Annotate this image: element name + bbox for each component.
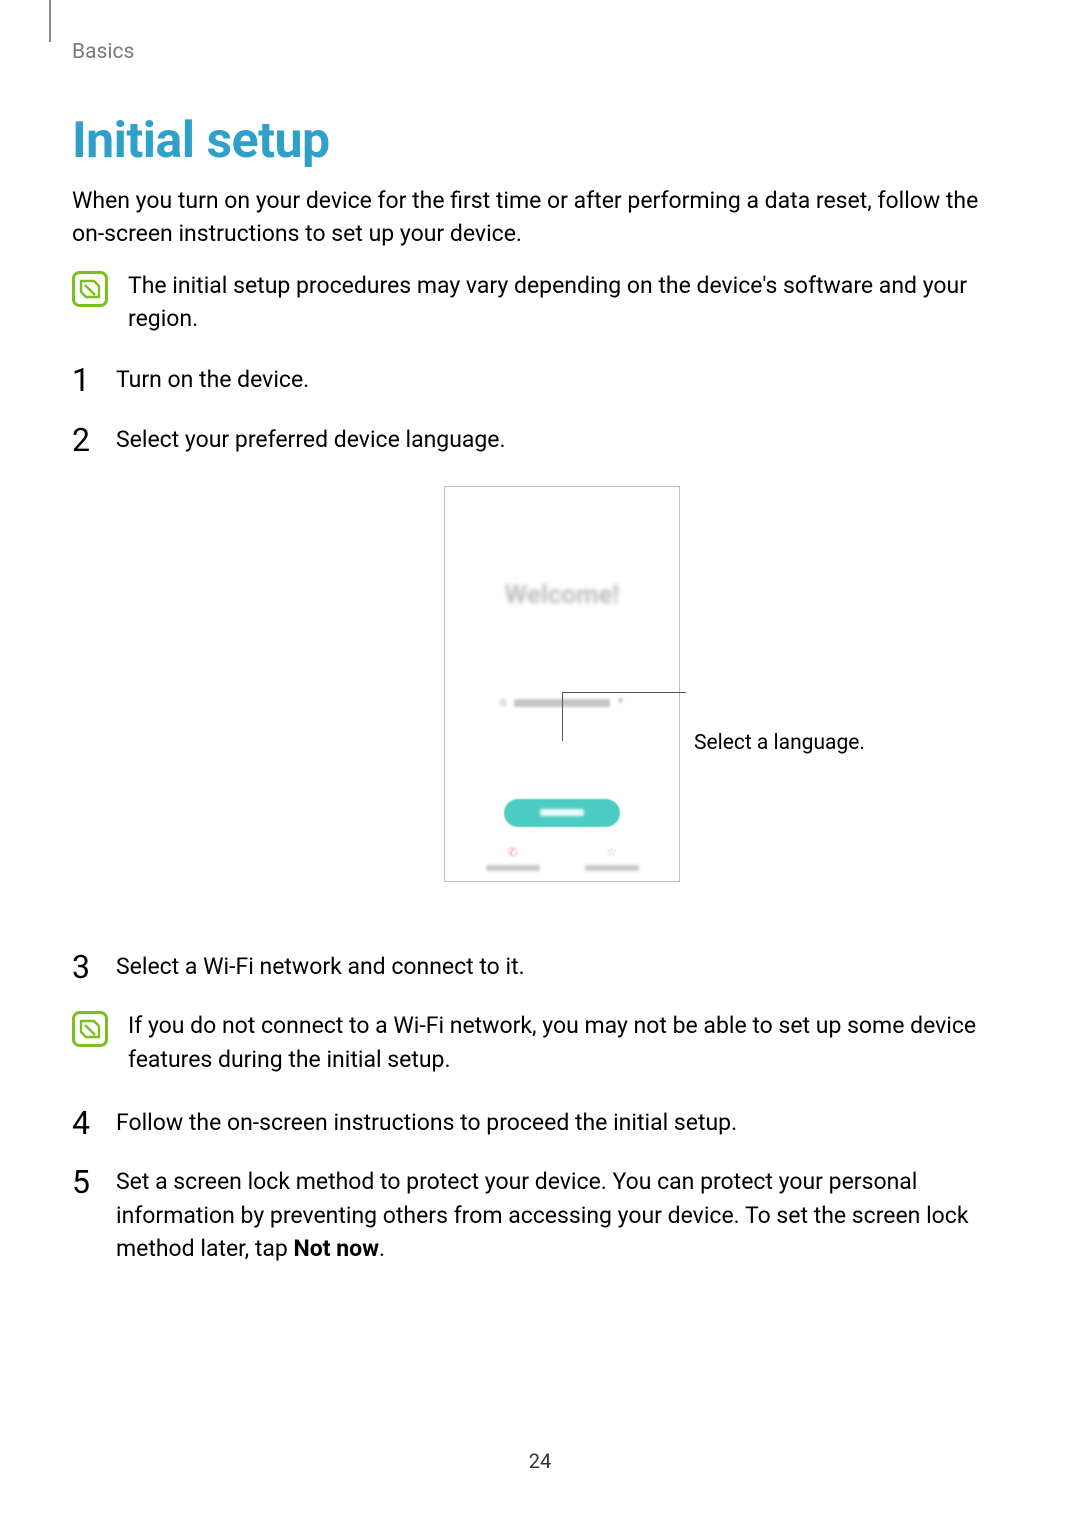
step-5-text-b: . [379, 1235, 385, 1262]
phone-start-label-blur [540, 809, 584, 816]
note-icon [72, 1011, 108, 1047]
step-5-text-a: Set a screen lock method to protect your… [116, 1168, 969, 1262]
step-5-bold: Not now [293, 1235, 378, 1262]
step-3: Select a Wi-Fi network and connect to it… [72, 950, 1008, 983]
page-title: Initial setup [72, 112, 1008, 170]
phone-icon: ✆ [507, 844, 517, 861]
phone-welcome-text: Welcome! [504, 577, 619, 615]
phone-footer: ✆ ☆ [445, 844, 679, 871]
step-1-text: Turn on the device. [116, 366, 309, 393]
globe-icon: ⊕ [498, 695, 507, 711]
step-1: Turn on the device. [72, 363, 1008, 396]
phone-accessibility: ☆ [585, 844, 639, 871]
callout-connector-h [562, 692, 686, 693]
step-4-text: Follow the on-screen instructions to pro… [116, 1109, 737, 1136]
phone-accessibility-label-blur [585, 865, 639, 871]
callout-connector-v [562, 693, 563, 741]
figure-callout: Select a language. [694, 728, 865, 758]
phone-start-button [504, 799, 620, 827]
figure: Welcome! ⊕ ▼ ✆ [116, 486, 1008, 906]
steps-list-cont: Follow the on-screen instructions to pro… [72, 1106, 1008, 1265]
step-3-text: Select a Wi-Fi network and connect to it… [116, 953, 525, 980]
breadcrumb: Basics [72, 40, 1008, 64]
chevron-down-icon: ▼ [616, 695, 626, 710]
step-5: Set a screen lock method to protect your… [72, 1165, 1008, 1265]
phone-emergency-call: ✆ [486, 844, 540, 871]
note-icon [72, 271, 108, 307]
accessibility-icon: ☆ [606, 844, 617, 861]
step-2-text: Select your preferred device language. [116, 426, 506, 453]
page-number: 24 [0, 1449, 1080, 1473]
phone-emergency-label-blur [486, 865, 540, 871]
note-wifi-text: If you do not connect to a Wi-Fi network… [128, 1009, 1008, 1076]
note-wifi: If you do not connect to a Wi-Fi network… [72, 1009, 1008, 1076]
note-top: The initial setup procedures may vary de… [72, 269, 1008, 336]
step-4: Follow the on-screen instructions to pro… [72, 1106, 1008, 1139]
steps-list: Turn on the device. Select your preferre… [72, 363, 1008, 983]
step-2: Select your preferred device language. W… [72, 423, 1008, 906]
note-top-text: The initial setup procedures may vary de… [128, 269, 1008, 336]
phone-mockup: Welcome! ⊕ ▼ ✆ [444, 486, 680, 882]
intro-paragraph: When you turn on your device for the fir… [72, 184, 1008, 251]
page-content: Basics Initial setup When you turn on yo… [0, 0, 1080, 1265]
